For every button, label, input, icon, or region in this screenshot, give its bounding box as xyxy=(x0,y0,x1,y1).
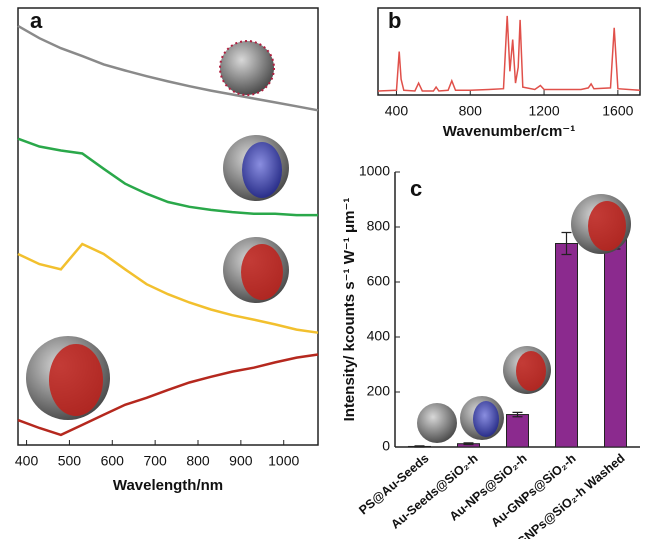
x-tick-label: 600 xyxy=(101,453,125,469)
illustrations xyxy=(26,40,631,443)
spectrum-line xyxy=(17,242,319,334)
plot-frame xyxy=(377,7,641,96)
y-tick-label: 0 xyxy=(382,438,390,454)
error-bar xyxy=(463,442,474,446)
spectrum-line xyxy=(17,353,319,437)
spectrum-line xyxy=(377,15,641,92)
x-tick-label: 1200 xyxy=(528,103,559,119)
panel-letter: b xyxy=(388,8,401,33)
error-bar xyxy=(512,411,523,418)
x-tick-label: 700 xyxy=(143,453,167,469)
x-axis-title: Wavelength/nm xyxy=(113,477,223,494)
x-tick-label: 800 xyxy=(459,103,483,119)
panel-letter: c xyxy=(410,176,422,201)
x-tick-label: Au-Seeds@SiO₂-h xyxy=(388,451,480,532)
bar xyxy=(506,414,529,448)
sphere-icon xyxy=(417,403,457,443)
error-bar xyxy=(414,445,425,448)
x-tick-label: 1000 xyxy=(268,453,299,469)
y-tick-label: 800 xyxy=(367,218,391,234)
x-tick-label: 500 xyxy=(58,453,82,469)
sphere-core xyxy=(516,351,546,391)
y-tick-label: 1000 xyxy=(359,163,390,179)
bar xyxy=(555,243,578,448)
bar xyxy=(604,236,627,448)
sphere-icon xyxy=(219,40,275,96)
sphere-core xyxy=(473,401,499,437)
sphere-core xyxy=(588,201,626,251)
plot-frame xyxy=(17,7,319,446)
spectrum-line xyxy=(17,137,318,217)
x-tick-label: 400 xyxy=(15,453,39,469)
x-tick-label: 800 xyxy=(186,453,210,469)
spectrum-line xyxy=(17,24,319,112)
y-tick-label: 400 xyxy=(367,328,391,344)
y-axis-title: Intensity/ kcounts s⁻¹ W⁻¹ μm⁻¹ xyxy=(341,198,358,422)
x-axis-title: Wavenumber/cm⁻¹ xyxy=(443,123,575,140)
y-tick-label: 600 xyxy=(367,273,391,289)
sphere-core xyxy=(49,344,103,416)
y-tick-label: 200 xyxy=(367,383,391,399)
error-bar xyxy=(561,231,572,256)
sphere-core xyxy=(242,142,282,198)
panel-letter: a xyxy=(30,8,43,33)
sphere-core xyxy=(241,244,283,300)
x-tick-label: Au-GNPs@SiO₂-h xyxy=(488,451,578,530)
x-tick-label: 1600 xyxy=(602,103,633,119)
x-tick-label: 900 xyxy=(229,453,253,469)
x-tick-label: 400 xyxy=(385,103,409,119)
